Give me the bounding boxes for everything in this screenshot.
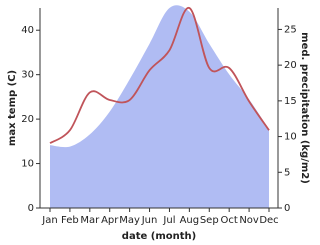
x-tick-label: Aug [180, 215, 200, 226]
x-tick-label: Dec [259, 215, 278, 226]
x-tick-label: Apr [101, 215, 119, 226]
x-tick-label: Sep [200, 215, 219, 226]
temp-line [49, 7, 270, 144]
y2-axis-label: med. precipitation (kg/m2) [299, 32, 310, 184]
y2-tick-label: 25 [284, 24, 297, 35]
x-tick-label: Mar [80, 215, 100, 226]
x-tick-label: Jul [162, 215, 175, 226]
x-tick-label: Nov [239, 215, 259, 226]
y-tick-label: 20 [21, 114, 34, 125]
y2-tick-label: 5 [284, 167, 290, 178]
y2-tick-label: 10 [284, 132, 297, 143]
y-tick-label: 0 [28, 203, 34, 214]
precipitation-area [50, 5, 269, 208]
y-tick-label: 40 [21, 25, 34, 36]
x-tick-label: Jan [41, 215, 57, 226]
x-tick-label: Feb [61, 215, 79, 226]
x-tick-label: Jun [141, 215, 158, 226]
x-axis-label: date (month) [122, 231, 196, 242]
y-axis-label: max temp (C) [7, 70, 18, 146]
y2-tick-label: 15 [284, 96, 297, 107]
y2-tick-label: 0 [284, 203, 290, 214]
x-tick-label: Oct [221, 215, 238, 226]
y2-tick-label: 20 [284, 60, 297, 71]
y-tick-label: 10 [21, 159, 34, 170]
x-tick-label: May [119, 215, 140, 226]
y-tick-label: 30 [21, 70, 34, 81]
